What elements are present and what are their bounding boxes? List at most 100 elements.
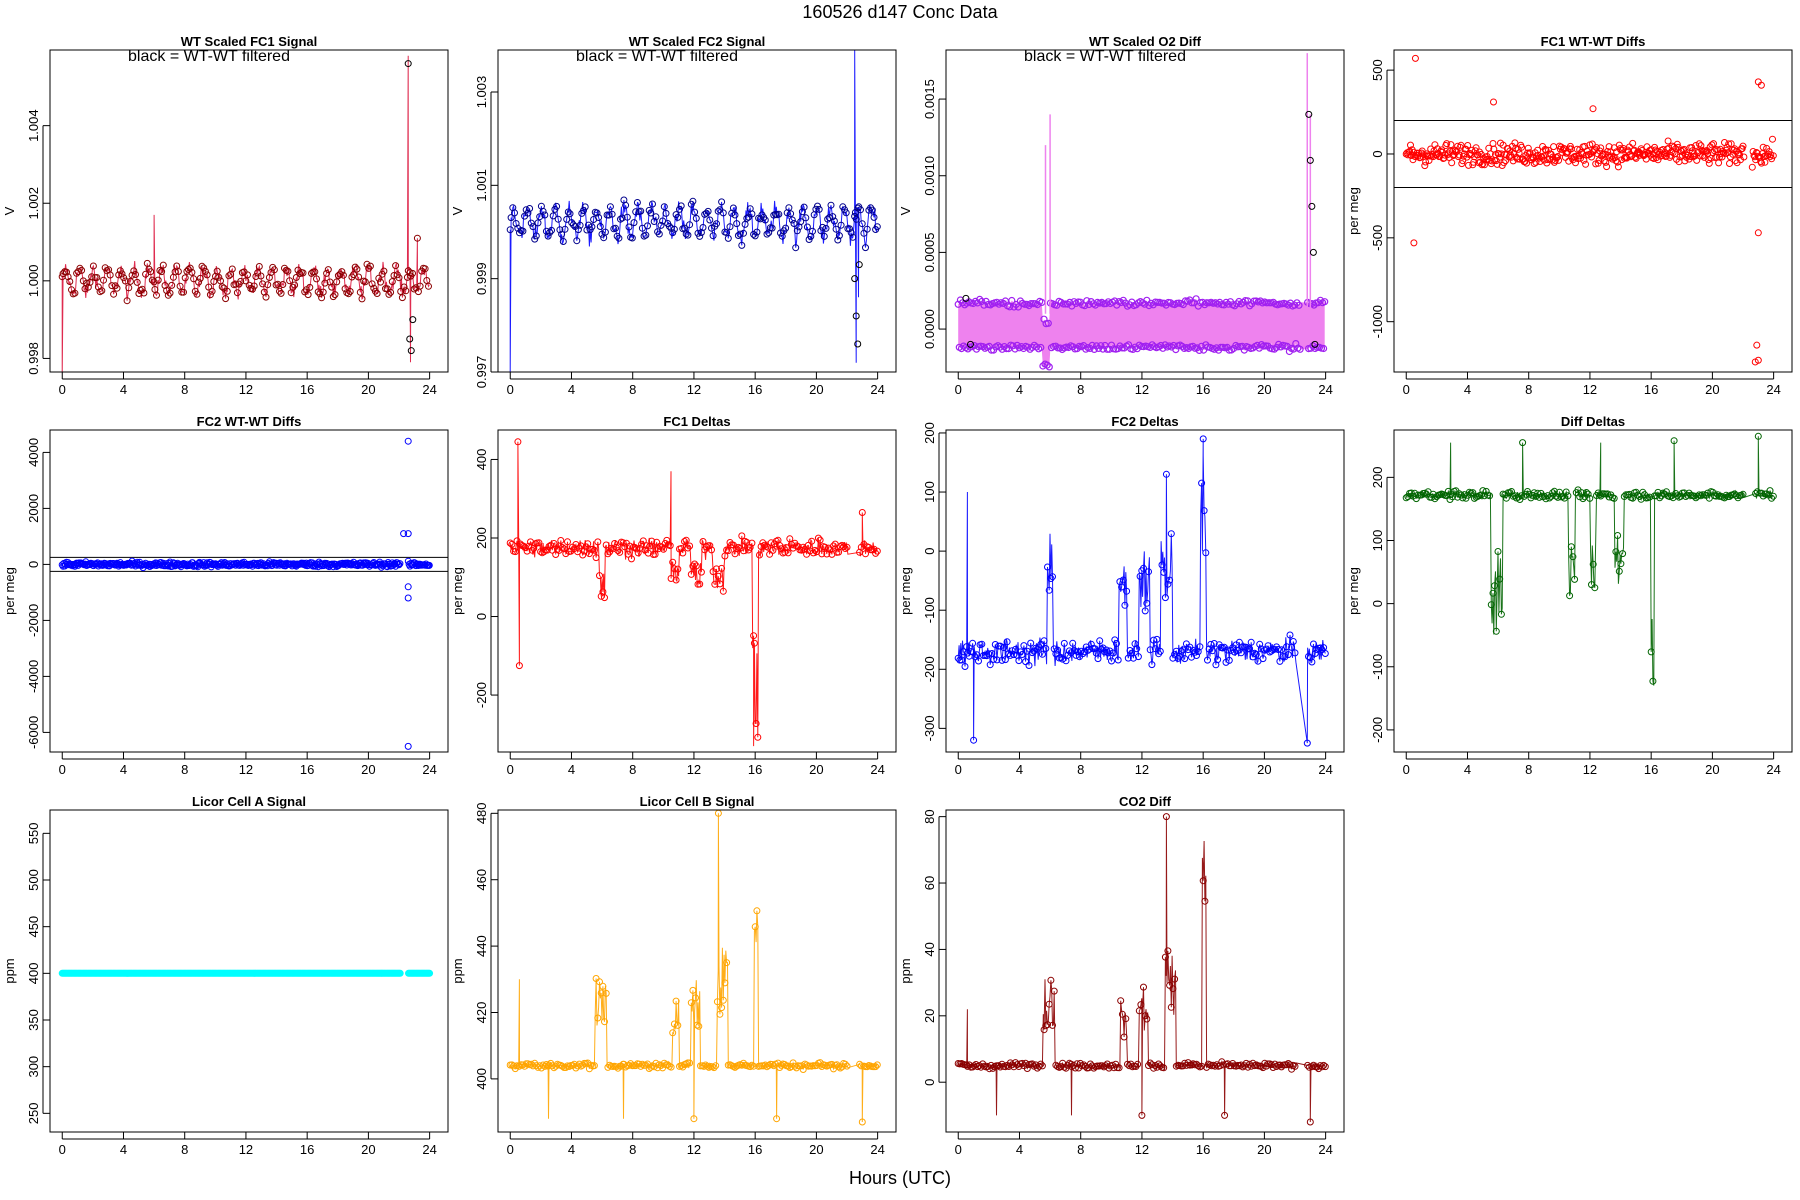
data-point bbox=[1316, 1062, 1324, 1070]
data-point bbox=[1591, 584, 1599, 592]
data-point bbox=[1129, 345, 1137, 353]
data-point bbox=[527, 1060, 535, 1068]
y-axis-label: ppm bbox=[450, 958, 465, 983]
y-tick-label: 0.998 bbox=[26, 342, 41, 375]
data-point bbox=[733, 220, 741, 228]
data-point bbox=[536, 1062, 544, 1070]
data-point bbox=[751, 923, 759, 931]
data-point bbox=[1447, 141, 1455, 149]
data-point bbox=[1690, 492, 1698, 500]
data-point bbox=[1664, 137, 1672, 145]
data-point bbox=[663, 536, 671, 544]
series-points bbox=[954, 813, 1329, 1126]
y-tick-label: 100 bbox=[1370, 530, 1385, 552]
data-point bbox=[672, 997, 680, 1005]
data-point bbox=[1128, 649, 1136, 657]
data-point bbox=[1079, 650, 1087, 658]
data-point bbox=[625, 223, 633, 231]
data-point bbox=[998, 656, 1006, 664]
data-point bbox=[156, 267, 164, 274]
data-point bbox=[409, 269, 416, 277]
data-point bbox=[534, 219, 542, 227]
data-point bbox=[516, 1062, 523, 1070]
data-point bbox=[693, 1021, 701, 1029]
data-point bbox=[1251, 649, 1259, 657]
data-point bbox=[686, 542, 694, 550]
x-tick-label: 12 bbox=[1583, 762, 1597, 777]
x-tick-label: 12 bbox=[1135, 762, 1149, 777]
data-point bbox=[1011, 345, 1019, 353]
data-point bbox=[1161, 594, 1169, 602]
data-point bbox=[858, 1118, 866, 1126]
data-point bbox=[1020, 642, 1028, 650]
data-point bbox=[1582, 160, 1590, 168]
data-point bbox=[872, 1063, 880, 1071]
data-point bbox=[64, 273, 72, 281]
data-point bbox=[1178, 342, 1186, 350]
data-point bbox=[1421, 162, 1429, 170]
panel-title: FC2 WT-WT Diffs bbox=[197, 414, 302, 429]
data-point bbox=[852, 215, 860, 223]
data-point bbox=[1181, 655, 1189, 663]
data-point bbox=[1255, 344, 1263, 352]
data-point bbox=[647, 1063, 655, 1071]
data-point bbox=[842, 209, 850, 217]
data-point bbox=[791, 1062, 799, 1070]
data-point bbox=[1140, 983, 1147, 991]
data-point bbox=[858, 509, 866, 516]
data-point bbox=[1115, 1064, 1123, 1072]
data-point bbox=[1619, 550, 1627, 558]
data-point bbox=[714, 572, 722, 580]
data-point bbox=[1006, 1059, 1014, 1067]
data-point bbox=[413, 234, 421, 242]
data-point bbox=[647, 209, 655, 217]
data-point bbox=[1032, 343, 1041, 351]
data-point bbox=[579, 551, 587, 559]
data-point bbox=[257, 272, 265, 280]
data-point bbox=[788, 216, 796, 224]
data-point bbox=[527, 538, 534, 546]
plot-frame bbox=[497, 809, 897, 1133]
data-point bbox=[832, 225, 840, 233]
data-point bbox=[1107, 341, 1116, 349]
data-point bbox=[646, 542, 654, 550]
data-point bbox=[1086, 645, 1094, 653]
data-point bbox=[1722, 491, 1730, 499]
data-point bbox=[1042, 1022, 1050, 1030]
data-point bbox=[637, 1062, 645, 1070]
data-point bbox=[841, 545, 849, 552]
data-point bbox=[585, 221, 592, 229]
data-point bbox=[213, 267, 221, 275]
y-tick-label: 460 bbox=[474, 869, 489, 891]
data-point bbox=[1692, 142, 1700, 149]
data-point bbox=[1739, 142, 1747, 150]
data-point bbox=[1286, 631, 1294, 639]
filtered-point bbox=[1305, 110, 1313, 118]
data-point bbox=[356, 288, 364, 296]
data-point bbox=[618, 214, 626, 222]
data-point bbox=[228, 265, 236, 273]
data-point bbox=[873, 547, 881, 555]
data-point bbox=[677, 202, 685, 210]
data-point bbox=[59, 270, 67, 278]
data-point bbox=[825, 214, 833, 222]
data-point bbox=[1001, 656, 1009, 664]
data-point bbox=[1589, 560, 1597, 568]
data-point bbox=[738, 1061, 746, 1069]
data-point bbox=[644, 222, 651, 230]
x-tick-label: 12 bbox=[687, 382, 701, 397]
data-point bbox=[84, 283, 92, 291]
band-fill bbox=[958, 298, 1325, 367]
data-point bbox=[1584, 490, 1592, 498]
data-point bbox=[1316, 644, 1324, 652]
data-point bbox=[1540, 152, 1547, 160]
data-point bbox=[1239, 298, 1247, 306]
data-point bbox=[1210, 640, 1218, 647]
data-point bbox=[1150, 636, 1158, 644]
data-point bbox=[1214, 656, 1222, 664]
data-point bbox=[716, 580, 724, 588]
x-tick-label: 12 bbox=[687, 1142, 701, 1157]
